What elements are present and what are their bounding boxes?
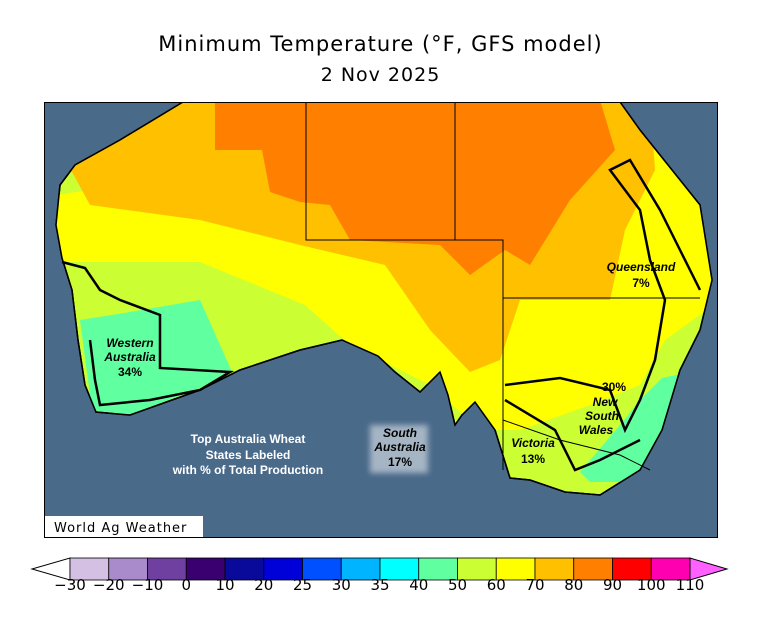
svg-text:New: New [593,395,618,409]
label-new-south-wales: 30% New South Wales [579,380,627,437]
label-victoria: Victoria 13% [511,436,555,466]
map-title: Minimum Temperature (°F, GFS model) [158,32,603,56]
zone-40-50-west [80,300,232,415]
colorbar-tick-label: 60 [487,576,506,594]
colorbar-tick-label: −30 [54,576,86,594]
label-western-australia: Western Australia 34% [103,336,156,379]
colorbar-legend: −30 −20 −10 0 10 20 25 30 35 40 50 60 70 80 90 100 110 [30,557,729,594]
colorbar-over-arrow [689,557,729,581]
svg-text:17%: 17% [388,455,412,469]
colorbar-tick-label: 20 [254,576,273,594]
svg-text:Wales: Wales [579,423,614,437]
svg-text:World Ag Weather: World Ag Weather [54,521,187,536]
svg-text:13%: 13% [521,452,545,466]
svg-text:7%: 7% [632,276,650,290]
svg-text:Top Australia Wheat: Top Australia Wheat [191,432,306,446]
credit-box: World Ag Weather [45,516,203,537]
svg-text:30%: 30% [602,380,626,394]
colorbar-tick-label: 0 [181,576,191,594]
colorbar-tick-label: 30 [332,576,351,594]
svg-text:Western: Western [106,336,153,350]
wheat-note: Top Australia Wheat States Labeled with … [172,432,323,477]
colorbar-tick-label: 70 [525,576,544,594]
colorbar-tick-label: 35 [370,576,389,594]
label-south-australia: South Australia 17% [370,425,428,473]
svg-text:Victoria: Victoria [511,436,555,450]
colorbar-tick-label: 10 [215,576,234,594]
colorbar-tick-label: −20 [93,576,125,594]
colorbar-tick-label: 50 [448,576,467,594]
map-date: 2 Nov 2025 [320,64,441,86]
colorbar-tick-label: 90 [603,576,622,594]
zone-80-90 [215,102,615,275]
svg-text:South: South [585,409,619,423]
colorbar-tick-label: −10 [132,576,164,594]
svg-text:South: South [383,426,417,440]
land-outline [55,102,713,496]
label-queensland: Queensland 7% [607,260,676,290]
svg-text:Queensland: Queensland [607,260,676,274]
wheat-belt-outlines [61,158,702,472]
colorbar-tick-label: 100 [637,576,666,594]
colorbar-tick-label: 110 [676,576,705,594]
svg-text:Australia: Australia [373,440,426,454]
svg-text:34%: 34% [118,365,142,379]
state-borders [305,102,700,471]
zone-40-50-east [580,372,690,482]
svg-text:States Labeled: States Labeled [206,448,291,462]
colorbar-tick-label: 25 [293,576,312,594]
colorbar-tick-label: 40 [409,576,428,594]
svg-text:Australia: Australia [103,350,156,364]
svg-text:with % of Total Production: with % of Total Production [172,463,323,477]
colorbar-tick-label: 80 [564,576,583,594]
